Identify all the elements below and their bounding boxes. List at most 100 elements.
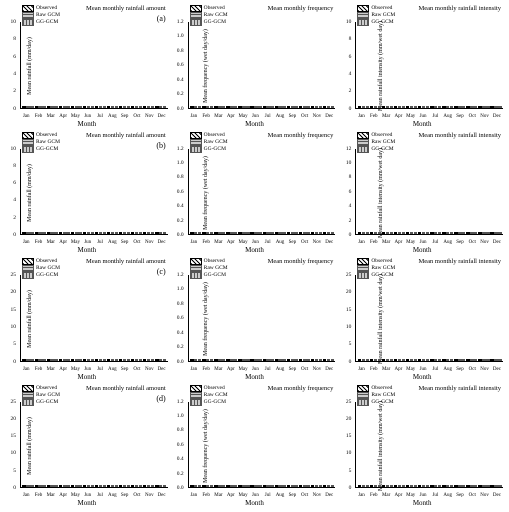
bar-group xyxy=(466,485,478,487)
bar-obs xyxy=(155,485,158,487)
x-axis-label: Month xyxy=(77,499,96,507)
bar-raw xyxy=(206,485,209,487)
x-tick: Jun xyxy=(417,493,429,498)
chart-panel: Mean monthly frequencyObservedRaw GCMGG-… xyxy=(172,4,338,129)
bar-raw xyxy=(494,359,497,361)
bar-gg xyxy=(163,485,166,487)
bar-obs xyxy=(430,359,433,361)
legend-label: Raw GCM xyxy=(204,12,228,19)
y-tick: 20 xyxy=(11,416,17,422)
bar-group xyxy=(250,106,262,108)
bar-group xyxy=(454,106,466,108)
bar-group xyxy=(131,232,143,234)
bar-obs xyxy=(370,485,373,487)
bar-raw xyxy=(75,485,78,487)
x-tick: Aug xyxy=(106,240,118,245)
x-tick: May xyxy=(237,493,249,498)
bar-raw xyxy=(291,232,294,234)
bar-group xyxy=(322,106,334,108)
chart-panel: Mean monthly rainfall intensityObservedR… xyxy=(339,257,505,382)
bar-raw xyxy=(50,485,53,487)
bar-raw xyxy=(386,232,389,234)
bar-raw xyxy=(111,232,114,234)
bar-group xyxy=(34,106,46,108)
bar-group xyxy=(478,359,490,361)
y-tick: 0.0 xyxy=(177,359,184,365)
legend-item: Observed xyxy=(22,132,60,139)
bar-raw xyxy=(99,232,102,234)
x-ticks: JanFebMarAprMayJunJulAugSepOctNovDec xyxy=(188,367,336,372)
bar-obs xyxy=(394,106,397,108)
x-tick: May xyxy=(237,240,249,245)
bars-container xyxy=(189,149,336,235)
bar-raw xyxy=(75,232,78,234)
bar-group xyxy=(322,485,334,487)
bar-raw xyxy=(230,359,233,361)
y-tick: 6 xyxy=(349,54,352,60)
bar-obs xyxy=(47,232,50,234)
bar-group xyxy=(214,232,226,234)
bar-group xyxy=(406,232,418,234)
y-tick: 5 xyxy=(13,341,16,347)
x-tick: Nov xyxy=(311,367,323,372)
x-tick: Jul xyxy=(262,240,274,245)
bar-raw xyxy=(135,232,138,234)
legend-label: Observed xyxy=(371,385,392,392)
panel-title: Mean monthly frequency xyxy=(268,385,334,392)
bar-raw xyxy=(470,106,473,108)
bar-obs xyxy=(466,485,469,487)
bar-group xyxy=(394,106,406,108)
legend-item: Raw GCM xyxy=(357,12,395,19)
bar-group xyxy=(82,106,94,108)
bar-group xyxy=(238,106,250,108)
x-tick: Apr xyxy=(392,493,404,498)
legend-label: Observed xyxy=(204,132,225,139)
x-tick: Sep xyxy=(454,240,466,245)
bar-raw xyxy=(315,485,318,487)
bar-obs xyxy=(382,106,385,108)
y-tick: 10 xyxy=(11,324,17,330)
y-tick: 1.0 xyxy=(177,160,184,166)
bar-raw xyxy=(194,485,197,487)
x-axis-label: Month xyxy=(77,246,96,254)
bar-raw xyxy=(218,232,221,234)
x-tick: Jan xyxy=(188,493,200,498)
x-tick: Oct xyxy=(298,493,310,498)
bar-raw xyxy=(386,359,389,361)
bar-raw xyxy=(242,485,245,487)
bar-gg xyxy=(163,106,166,108)
x-tick: May xyxy=(69,493,81,498)
bar-raw xyxy=(291,359,294,361)
bar-raw xyxy=(327,485,330,487)
bar-raw xyxy=(410,232,413,234)
bar-group xyxy=(238,232,250,234)
x-tick: May xyxy=(237,367,249,372)
bar-raw xyxy=(303,485,306,487)
bar-obs xyxy=(226,106,229,108)
bar-obs xyxy=(299,485,302,487)
x-tick: Sep xyxy=(119,367,131,372)
bar-group xyxy=(418,232,430,234)
bar-obs xyxy=(275,485,278,487)
x-tick: Aug xyxy=(106,493,118,498)
bar-raw xyxy=(410,106,413,108)
bar-raw xyxy=(482,106,485,108)
bar-obs xyxy=(382,232,385,234)
x-tick: Oct xyxy=(131,367,143,372)
bar-obs xyxy=(202,359,205,361)
bar-obs xyxy=(59,106,62,108)
bar-group xyxy=(466,232,478,234)
bar-group xyxy=(369,359,381,361)
bar-group xyxy=(274,106,286,108)
bar-obs xyxy=(430,106,433,108)
y-tick: 20 xyxy=(11,289,17,295)
legend-item: Observed xyxy=(22,385,60,392)
legend-item: Observed xyxy=(190,385,228,392)
bar-group xyxy=(442,485,454,487)
bar-obs xyxy=(466,232,469,234)
y-tick: 1.2 xyxy=(177,272,184,278)
bar-obs xyxy=(214,106,217,108)
x-tick: Nov xyxy=(478,367,490,372)
legend-swatch xyxy=(357,12,369,19)
bar-group xyxy=(82,485,94,487)
